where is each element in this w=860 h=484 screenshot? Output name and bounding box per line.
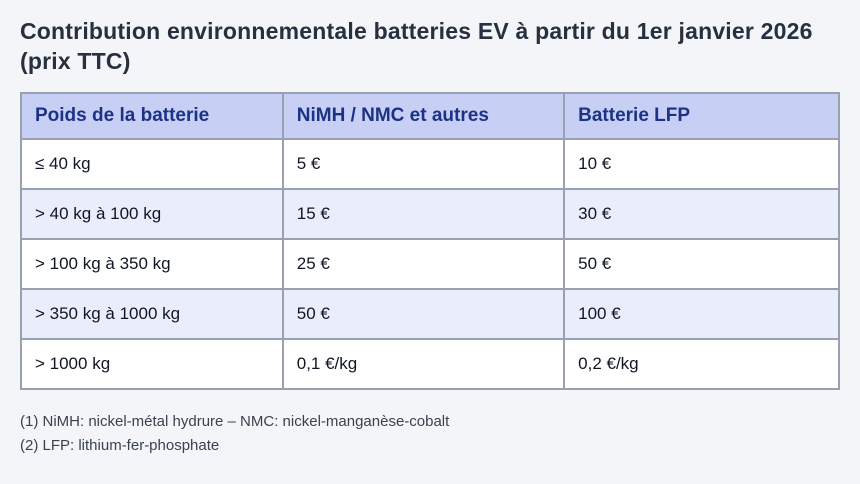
footnote-lfp: (2) LFP: lithium-fer-phosphate: [20, 436, 220, 454]
cell-weight: > 1000 kg: [20, 337, 284, 390]
table-row: ≤ 40 kg 5 € 10 €: [20, 137, 840, 190]
header-row: Poids de la batterie NiMH / NMC et autre…: [20, 91, 840, 140]
table-row: > 1000 kg 0,1 €/kg 0,2 €/kg: [20, 337, 840, 390]
table-body: ≤ 40 kg 5 € 10 € > 40 kg à 100 kg 15 € 3…: [20, 137, 840, 390]
table-row: > 350 kg à 1000 kg 50 € 100 €: [20, 287, 840, 340]
footnotes: (1) NiMH: nickel-métal hydrure – NMC: ni…: [20, 410, 840, 458]
footnote-nimh-nmc: (1) NiMH: nickel-métal hydrure – NMC: ni…: [20, 412, 450, 430]
cell-price-lfp: 10 €: [563, 137, 840, 190]
header-cell-battery-weight: Poids de la batterie: [20, 91, 284, 140]
cell-price-lfp: 0,2 €/kg: [563, 337, 840, 390]
table-row: > 40 kg à 100 kg 15 € 30 €: [20, 187, 840, 240]
cell-price-lfp: 30 €: [563, 187, 840, 240]
table-header: Poids de la batterie NiMH / NMC et autre…: [20, 91, 840, 140]
cell-price-nimh: 25 €: [281, 237, 566, 290]
cell-weight: ≤ 40 kg: [20, 137, 284, 190]
page-title: Contribution environnementale batteries …: [20, 18, 813, 75]
cell-price-lfp: 50 €: [563, 237, 840, 290]
cell-price-nimh: 50 €: [281, 287, 566, 340]
cell-price-lfp: 100 €: [563, 287, 840, 340]
header-cell-nimh-nmc: NiMH / NMC et autres: [281, 91, 566, 140]
cell-price-nimh: 15 €: [281, 187, 566, 240]
table-row: > 100 kg à 350 kg 25 € 50 €: [20, 237, 840, 290]
cell-price-nimh: 5 €: [281, 137, 566, 190]
cell-weight: > 40 kg à 100 kg: [20, 187, 284, 240]
cell-weight: > 100 kg à 350 kg: [20, 237, 284, 290]
cell-weight: > 350 kg à 1000 kg: [20, 287, 284, 340]
cell-price-nimh: 0,1 €/kg: [281, 337, 566, 390]
header-cell-lfp: Batterie LFP: [563, 91, 840, 140]
battery-contribution-table: Poids de la batterie NiMH / NMC et autre…: [20, 91, 840, 390]
